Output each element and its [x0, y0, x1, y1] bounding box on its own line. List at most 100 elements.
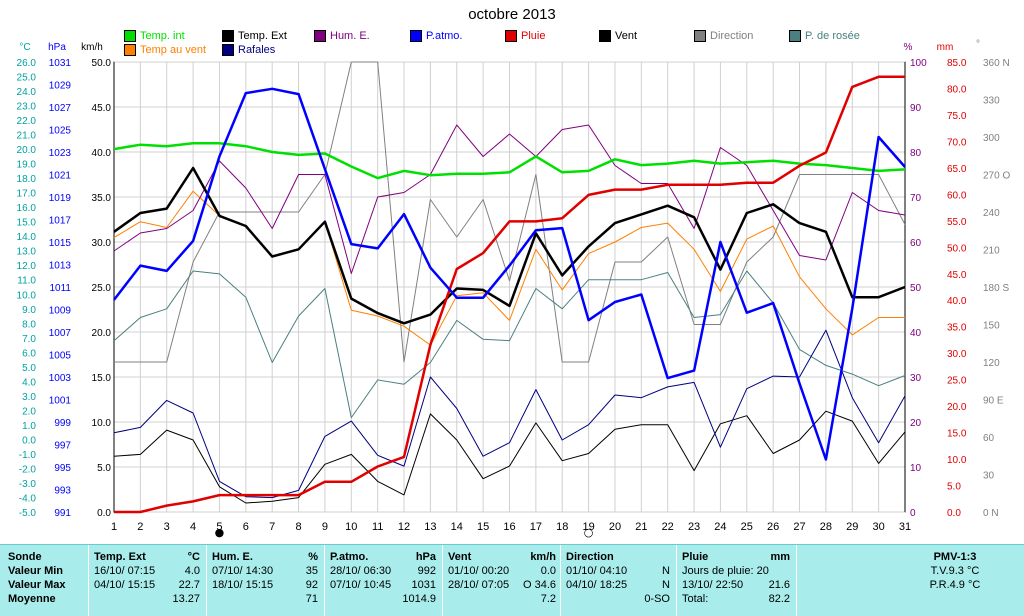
stats-wind-avg-val: 7.2	[540, 593, 556, 605]
axis-tick-rain: 5.0	[947, 482, 961, 493]
axis-tick-rain: 45.0	[947, 270, 967, 281]
stats-pmv-tv: T.V.9.3 °C	[930, 565, 980, 577]
x-tick-label: 19	[582, 521, 594, 533]
axis-tick-rain: 70.0	[947, 137, 967, 148]
legend-label: Pluie	[521, 30, 546, 42]
axis-tick-press: 1003	[49, 373, 72, 384]
axis-unit-temp: °C	[19, 42, 30, 53]
legend-label: Hum. E.	[330, 30, 370, 42]
legend-label: Temp. int	[140, 30, 185, 42]
stats-press-min-date: 28/10/ 06:30	[330, 565, 392, 577]
axis-tick-hum: 10	[910, 463, 922, 474]
x-tick-label: 9	[322, 521, 328, 533]
x-tick-label: 31	[899, 521, 911, 533]
axis-tick-hum: 40	[910, 328, 922, 339]
axis-tick-press: 1007	[49, 328, 72, 339]
axis-tick-temp: 7.0	[22, 334, 36, 345]
axis-tick-dir: 270 O	[983, 171, 1010, 182]
legend-swatch	[314, 30, 326, 42]
stats-dir-min-val: N	[662, 565, 670, 577]
axis-tick-dir: 0 N	[983, 508, 999, 519]
stats-col-hum: Hum. E.% 07/10/ 14:30 35 18/10/ 15:15 92 7…	[212, 545, 318, 616]
legend-swatch	[789, 30, 801, 42]
axis-tick-dir: 240	[983, 208, 1000, 219]
stats-hum-avg-val: 71	[305, 593, 318, 605]
legend-swatch	[410, 30, 422, 42]
series-direction	[114, 61, 906, 363]
x-tick-label: 28	[820, 521, 832, 533]
chart-plot: 26.025.024.023.022.021.020.019.018.017.0…	[17, 39, 1011, 539]
stats-temp-min-date: 16/10/ 07:15	[94, 565, 156, 577]
x-tick-label: 8	[296, 521, 302, 533]
axis-tick-press: 995	[54, 463, 71, 474]
stats-press-max-date: 07/10/ 10:45	[330, 579, 392, 591]
stats-wind-max-val: O 34.6	[522, 579, 556, 591]
x-tick-label: 26	[767, 521, 779, 533]
x-tick-label: 7	[269, 521, 275, 533]
stats-temp-avg-val: 13.27	[172, 593, 200, 605]
stats-hum-min-date: 07/10/ 14:30	[212, 565, 274, 577]
axis-tick-temp: 14.0	[17, 232, 37, 243]
stats-hum-header: Hum. E.	[212, 551, 253, 563]
axis-tick-temp: 25.0	[17, 73, 37, 84]
stats-pmv-header: PMV-1:3	[933, 551, 977, 563]
series-p-atmo-	[113, 87, 906, 461]
axis-tick-temp: 22.0	[17, 116, 37, 127]
axis-tick-press: 1031	[49, 58, 72, 69]
axis-tick-temp: -3.0	[19, 479, 37, 490]
x-tick-label: 29	[846, 521, 858, 533]
axis-tick-press: 1023	[49, 148, 72, 159]
axis-tick-hum: 60	[910, 238, 922, 249]
axis-tick-rain: 50.0	[947, 243, 967, 254]
axis-tick-temp: 12.0	[17, 261, 37, 272]
axis-tick-rain: 15.0	[947, 429, 967, 440]
legend-label: Direction	[710, 30, 754, 42]
x-tick-label: 13	[424, 521, 436, 533]
stats-sonde-header: Sonde	[8, 551, 42, 563]
axis-tick-press: 1027	[49, 103, 72, 114]
axis-tick-dir: 90 E	[983, 396, 1004, 407]
stats-temp-unit: °C	[187, 551, 200, 563]
stats-press-unit: hPa	[415, 551, 436, 563]
stats-dir-min-date: 01/10/ 04:10	[566, 565, 628, 577]
axis-tick-hum: 100	[910, 58, 927, 69]
axis-tick-temp: 1.0	[22, 421, 36, 432]
legend-label: Temp au vent	[140, 44, 207, 56]
legend-item-3: P.atmo.	[410, 30, 463, 42]
legend-label: P.atmo.	[426, 30, 463, 42]
x-tick-label: 2	[137, 521, 143, 533]
axis-tick-wind: 5.0	[97, 463, 111, 474]
legend-swatch	[694, 30, 706, 42]
axis-tick-temp: 11.0	[17, 276, 36, 287]
legend-swatch	[222, 44, 234, 56]
stats-label-avg: Moyenne	[8, 593, 56, 605]
x-tick-label: 14	[451, 521, 463, 533]
axis-tick-temp: 20.0	[17, 145, 37, 156]
legend-swatch	[124, 44, 136, 56]
axis-tick-press: 1021	[49, 171, 72, 182]
axis-tick-wind: 15.0	[92, 373, 112, 384]
x-tick-label: 23	[688, 521, 700, 533]
axis-unit-dir: °	[976, 39, 980, 50]
axis-tick-press: 1017	[49, 216, 72, 227]
x-tick-label: 20	[609, 521, 621, 533]
stats-temp-max-val: 22.7	[178, 579, 200, 591]
stats-col-wind: Vent km/h 01/10/ 00:20 0.0 28/10/ 07:05 O 3…	[448, 545, 556, 616]
legend-item-9: Rafales	[222, 44, 275, 56]
x-tick-label: 22	[662, 521, 674, 533]
axis-tick-temp: 9.0	[22, 305, 36, 316]
axis-tick-wind: 0.0	[97, 508, 111, 519]
stats-wind-unit: km/h	[530, 551, 556, 563]
axis-tick-press: 997	[54, 441, 71, 452]
series-vent	[113, 410, 906, 504]
x-tick-label: 21	[635, 521, 647, 533]
axis-unit-press: hPa	[48, 42, 66, 53]
legend-label: P. de rosée	[805, 30, 860, 42]
axis-tick-wind: 45.0	[92, 103, 112, 114]
axis-tick-dir: 180 S	[983, 283, 1009, 294]
axis-tick-temp: 26.0	[17, 58, 37, 69]
axis-tick-dir: 60	[983, 433, 995, 444]
stats-wind-min-val: 0.0	[540, 565, 556, 577]
axis-tick-wind: 50.0	[92, 58, 112, 69]
axis-tick-press: 1029	[49, 81, 72, 92]
